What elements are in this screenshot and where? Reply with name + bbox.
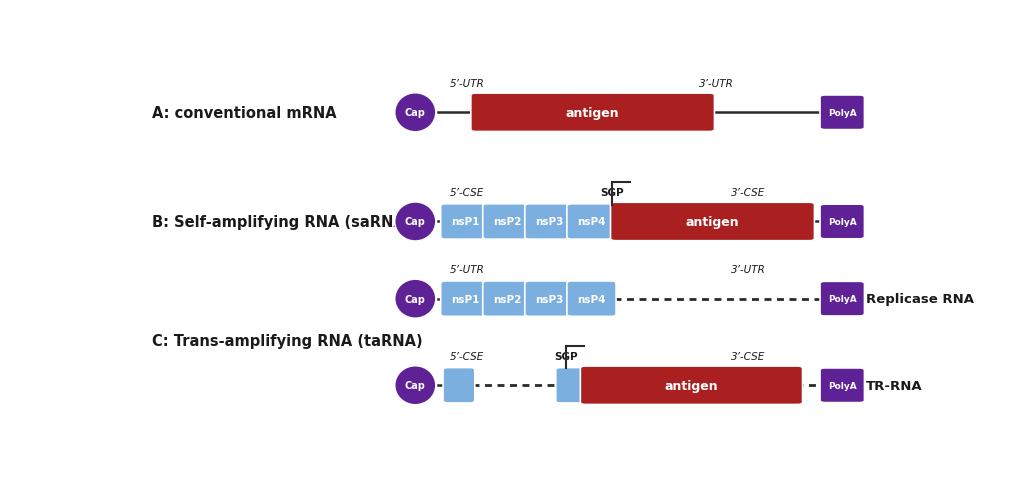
Text: 5’-CSE: 5’-CSE [450,187,483,198]
Text: nsP2: nsP2 [494,217,521,227]
Text: nsP2: nsP2 [494,294,521,304]
Text: nsP4: nsP4 [578,294,606,304]
Text: PolyA: PolyA [827,295,857,304]
FancyBboxPatch shape [482,204,531,240]
FancyBboxPatch shape [556,368,588,403]
Text: TR-RNA: TR-RNA [866,379,923,392]
Text: nsP1: nsP1 [452,217,479,227]
Ellipse shape [394,203,436,242]
Text: nsP3: nsP3 [536,217,563,227]
Text: PolyA: PolyA [827,218,857,226]
Text: SGP: SGP [554,351,578,361]
FancyBboxPatch shape [443,368,475,403]
FancyBboxPatch shape [440,282,489,317]
FancyBboxPatch shape [567,282,616,317]
Ellipse shape [394,280,436,319]
Text: antigen: antigen [665,379,718,392]
Text: nsP3: nsP3 [536,294,563,304]
FancyBboxPatch shape [820,282,864,316]
Text: Cap: Cap [404,217,426,227]
Text: Cap: Cap [404,381,426,390]
Ellipse shape [394,94,436,133]
FancyBboxPatch shape [440,204,489,240]
Text: A: conventional mRNA: A: conventional mRNA [152,105,337,121]
Text: B: Self-amplifying RNA (saRNA): B: Self-amplifying RNA (saRNA) [152,215,412,229]
Text: antigen: antigen [566,106,620,120]
FancyBboxPatch shape [524,282,574,317]
Text: C: Trans-amplifying RNA (taRNA): C: Trans-amplifying RNA (taRNA) [152,334,423,348]
Text: 3’-UTR: 3’-UTR [731,264,766,275]
Text: nsP4: nsP4 [578,217,606,227]
Text: 3’-CSE: 3’-CSE [731,351,765,361]
FancyBboxPatch shape [471,94,715,132]
Text: Replicase RNA: Replicase RNA [866,293,974,305]
FancyBboxPatch shape [482,282,531,317]
FancyBboxPatch shape [820,368,864,403]
Text: nsP1: nsP1 [452,294,479,304]
FancyBboxPatch shape [820,205,864,239]
Text: Cap: Cap [404,294,426,304]
Text: 5’-CSE: 5’-CSE [450,351,483,361]
Text: PolyA: PolyA [827,381,857,390]
FancyBboxPatch shape [610,203,814,241]
Text: 5’-UTR: 5’-UTR [450,79,484,89]
Ellipse shape [394,366,436,405]
Text: 3’-CSE: 3’-CSE [731,187,765,198]
Text: PolyA: PolyA [827,108,857,118]
Text: antigen: antigen [686,216,739,228]
FancyBboxPatch shape [524,204,574,240]
FancyBboxPatch shape [581,366,803,405]
FancyBboxPatch shape [820,96,864,130]
FancyBboxPatch shape [567,204,616,240]
Text: Cap: Cap [404,108,426,118]
Text: 5’-UTR: 5’-UTR [450,264,484,275]
Text: 3’-UTR: 3’-UTR [699,79,734,89]
Text: SGP: SGP [600,187,624,198]
